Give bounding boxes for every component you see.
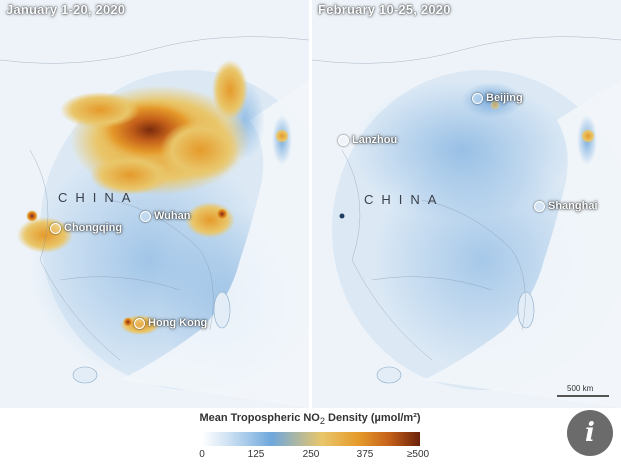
legend-title-prefix: Mean Tropospheric NO: [199, 412, 320, 424]
city-beijing[interactable]: Beijing: [472, 92, 523, 104]
legend-tick: 375: [356, 449, 374, 460]
color-legend: Mean Tropospheric NO2 Density (µmol/m²) …: [190, 412, 430, 472]
city-marker-icon: [472, 92, 483, 104]
no2-map-january: [0, 0, 309, 408]
city-marker-icon: [140, 210, 151, 222]
legend-tick: 0: [199, 449, 205, 460]
city-marker-icon: [338, 134, 349, 146]
city-name: Beijing: [486, 92, 523, 104]
city-wuhan[interactable]: Wuhan: [140, 210, 190, 222]
city-name: Shanghai: [548, 200, 598, 212]
panel-title-january: January 1-20, 2020: [6, 2, 126, 17]
city-chongqing[interactable]: Chongqing: [50, 222, 122, 234]
scale-label: 500 km: [567, 384, 594, 393]
city-hong-kong[interactable]: Hong Kong: [134, 317, 207, 329]
city-lanzhou[interactable]: Lanzhou: [338, 134, 397, 146]
panel-title-february: February 10-25, 2020: [318, 2, 451, 17]
scale-bar: 500 km: [557, 384, 609, 398]
city-marker-icon: [134, 317, 145, 329]
scale-line: [557, 395, 609, 397]
no2-map-february: [312, 0, 621, 408]
legend-tick: 125: [247, 449, 265, 460]
city-name: Wuhan: [154, 210, 191, 222]
legend-color-ramp: [202, 432, 420, 446]
info-icon[interactable]: i: [567, 410, 613, 456]
legend-title: Mean Tropospheric NO2 Density (µmol/m²): [190, 412, 430, 426]
country-label-china: CHINA: [58, 190, 139, 205]
legend-tick: ≥500: [406, 449, 430, 460]
city-marker-icon: [50, 222, 61, 234]
city-name: Chongqing: [64, 222, 123, 234]
city-name: Lanzhou: [352, 134, 398, 146]
legend-tick: 250: [302, 449, 320, 460]
city-marker-icon: [534, 200, 545, 212]
country-label-china: CHINA: [364, 192, 445, 207]
city-shanghai[interactable]: Shanghai: [534, 200, 598, 212]
legend-title-subscript: 2: [319, 416, 325, 427]
legend-title-suffix: Density (µmol/m²): [324, 412, 421, 424]
city-name: Hong Kong: [148, 317, 208, 329]
map-panel-january: January 1-20, 2020 CHINA Chongqing Wuhan…: [0, 0, 309, 408]
map-panel-february: February 10-25, 2020 CHINA Beijing Lanzh…: [312, 0, 621, 408]
